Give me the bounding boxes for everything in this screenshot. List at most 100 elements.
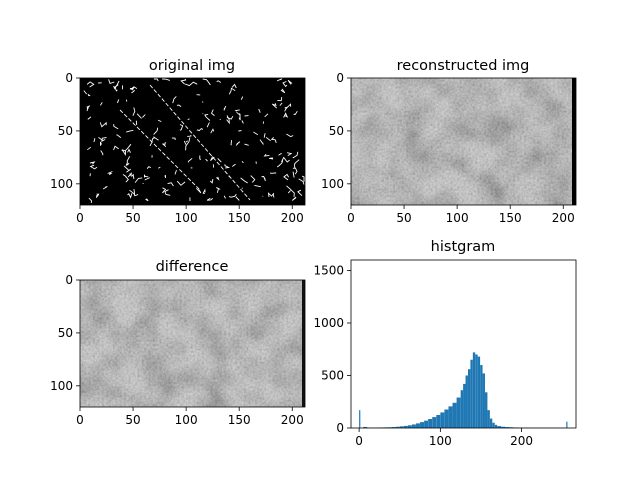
edge-stroke [136, 113, 142, 119]
edge-stroke [244, 143, 249, 146]
edge-stroke [284, 106, 288, 112]
x-tick-label: 200 [510, 434, 533, 448]
y-tick-label: 50 [58, 124, 73, 138]
histogram-bar [399, 426, 404, 428]
histogram-bar [482, 373, 485, 428]
edge-stroke [134, 177, 143, 183]
y-tick-label: 1000 [313, 316, 344, 330]
edge-stroke [121, 143, 132, 152]
edge-stroke [153, 78, 159, 82]
edge-stroke [127, 171, 132, 178]
histogram-bar [465, 375, 468, 428]
x-tick-label: 150 [228, 211, 251, 225]
histogram-bar [472, 352, 476, 428]
edge-stroke [174, 169, 177, 175]
edge-stroke [264, 113, 269, 118]
x-tick-label: 200 [552, 211, 575, 225]
edge-stroke [217, 158, 222, 163]
y-tick-label: 0 [65, 273, 73, 287]
histogram-bar [363, 426, 368, 428]
y-tick-label: 0 [336, 71, 344, 85]
histogram-bar [444, 409, 449, 428]
histogram-bar [497, 426, 502, 428]
edge-stroke [270, 137, 277, 143]
histogram-bar [492, 422, 495, 428]
edge-stroke [88, 197, 93, 204]
edge-stroke [206, 197, 213, 201]
edge-stroke [223, 195, 226, 199]
x-tick-label: 100 [175, 211, 198, 225]
edge-stroke [216, 187, 221, 193]
y-tick-label: 50 [58, 326, 73, 340]
edge-stroke [116, 134, 122, 138]
edge-stroke [211, 109, 215, 116]
histogram-bar [480, 365, 483, 428]
axes-frame [350, 259, 577, 429]
edge-stroke [271, 103, 278, 109]
x-tick-label: 200 [281, 413, 304, 427]
edge-stroke [102, 186, 108, 190]
edge-stroke [185, 137, 191, 151]
edge-stroke [297, 189, 303, 197]
axis-ticks: 0 50 100 150 200 0 50 100 [50, 273, 304, 427]
edge-stroke [294, 159, 300, 168]
histogram-bar [436, 414, 441, 428]
edge-stroke [223, 105, 227, 111]
histogram-bar [403, 425, 408, 428]
edge-stroke [187, 118, 190, 121]
histogram-bar [428, 418, 433, 428]
edge-stroke [164, 189, 171, 196]
edge-stroke [259, 139, 264, 146]
edge-stroke [235, 196, 240, 201]
edge-stroke [232, 163, 236, 167]
panel-difference: difference 0 50 100 150 200 0 50 100 [50, 259, 306, 427]
axes-frame [79, 77, 306, 206]
edge-stroke [125, 156, 131, 167]
edge-stroke [122, 174, 129, 183]
panel-title: histgram [431, 239, 496, 255]
edge-stroke [126, 168, 131, 173]
edge-stroke [272, 193, 275, 198]
edge-stroke [131, 90, 136, 94]
edge-stroke [183, 140, 187, 145]
edge-stroke [253, 131, 259, 136]
edge-stroke [301, 175, 305, 182]
y-tick-label: 100 [50, 379, 73, 393]
edge-stroke [196, 187, 202, 194]
edge-lines [83, 77, 305, 204]
x-tick-label: 100 [429, 434, 452, 448]
edge-stroke [106, 171, 113, 176]
edge-stroke [198, 128, 204, 131]
axes-frame [79, 279, 306, 408]
x-tick-label: 50 [125, 211, 140, 225]
edge-stroke [199, 155, 202, 160]
edge-stroke [153, 127, 159, 135]
edge-stroke [116, 99, 120, 104]
histogram-bar [452, 402, 457, 428]
axis-ticks: 0 100 200 0 500 1000 1500 [313, 264, 533, 449]
edge-stroke [285, 103, 292, 109]
edge-stroke [292, 151, 299, 159]
axes-frame [350, 77, 577, 206]
edge-stroke [281, 156, 290, 163]
y-tick-label: 50 [329, 124, 344, 138]
edge-stroke [254, 184, 261, 188]
edge-stroke [176, 180, 186, 186]
edge-stroke [149, 84, 251, 201]
histogram-bar [424, 420, 429, 428]
x-tick-label: 100 [446, 211, 469, 225]
edge-stroke [179, 124, 184, 131]
histogram-bar [475, 354, 478, 428]
edge-stroke [228, 193, 237, 198]
histogram-bar [456, 397, 461, 428]
edge-stroke [164, 174, 167, 179]
edge-stroke [143, 174, 149, 178]
edge-stroke [241, 120, 244, 124]
x-tick-label: 200 [281, 211, 304, 225]
edge-stroke [282, 81, 288, 88]
histogram-bar [448, 406, 453, 428]
edge-stroke [258, 108, 261, 113]
x-tick-label: 50 [396, 211, 411, 225]
y-tick-label: 100 [321, 177, 344, 191]
histogram-bars [359, 352, 568, 428]
